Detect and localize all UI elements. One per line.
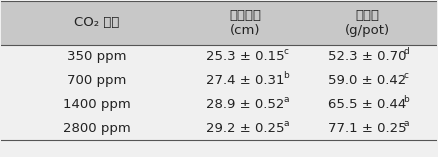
Text: 350 ppm: 350 ppm xyxy=(67,50,127,63)
Text: 25.3 ± 0.15: 25.3 ± 0.15 xyxy=(206,50,284,63)
Text: 27.4 ± 0.31: 27.4 ± 0.31 xyxy=(206,74,284,87)
Text: a: a xyxy=(403,119,409,128)
Text: 65.5 ± 0.44: 65.5 ± 0.44 xyxy=(328,98,406,111)
Text: 생체중
(g/pot): 생체중 (g/pot) xyxy=(344,9,389,37)
Text: c: c xyxy=(403,71,408,80)
Text: 1400 ppm: 1400 ppm xyxy=(63,98,131,111)
Text: a: a xyxy=(283,119,289,128)
Text: b: b xyxy=(283,71,289,80)
Text: 28.9 ± 0.52: 28.9 ± 0.52 xyxy=(206,98,284,111)
Text: a: a xyxy=(283,95,289,104)
Text: CO₂ 농도: CO₂ 농도 xyxy=(74,16,120,30)
Text: c: c xyxy=(283,47,288,56)
Text: b: b xyxy=(403,95,409,104)
Text: 유뢨길이
(cm): 유뢨길이 (cm) xyxy=(229,9,261,37)
Text: 59.0 ± 0.42: 59.0 ± 0.42 xyxy=(328,74,406,87)
Text: 700 ppm: 700 ppm xyxy=(67,74,127,87)
Text: 52.3 ± 0.70: 52.3 ± 0.70 xyxy=(328,50,406,63)
Bar xyxy=(1,1,437,45)
Text: 29.2 ± 0.25: 29.2 ± 0.25 xyxy=(206,122,284,135)
Text: d: d xyxy=(403,47,409,56)
Text: 77.1 ± 0.25: 77.1 ± 0.25 xyxy=(328,122,406,135)
Text: 2800 ppm: 2800 ppm xyxy=(63,122,131,135)
